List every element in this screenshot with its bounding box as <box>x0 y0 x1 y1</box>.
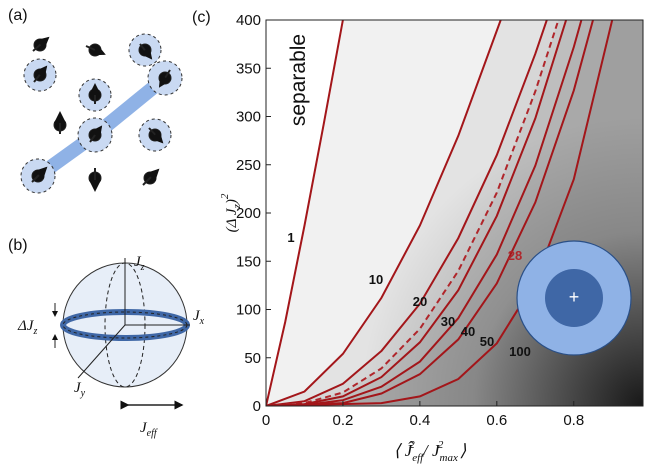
curve <box>266 20 594 406</box>
label-sub: eff <box>412 452 425 464</box>
y-tick-label: 150 <box>236 253 261 270</box>
axis-label: ΔJz <box>17 318 37 337</box>
x-tick-label: 0.4 <box>409 412 430 429</box>
curve <box>266 20 560 406</box>
label-sup: 2 <box>409 439 415 451</box>
label-text: J <box>74 380 82 396</box>
axis-label: Jy <box>74 380 86 399</box>
label-text: ⟩ <box>455 441 466 460</box>
label-text: ⟨ <box>394 441 405 460</box>
label-sub: y <box>80 388 86 399</box>
label-sub: x <box>199 316 205 327</box>
label-text: Ĵ <box>405 441 414 460</box>
x-tick-label: 0 <box>262 412 270 429</box>
panel-label: (a) <box>8 7 28 24</box>
x-tick-label: 0.8 <box>563 412 584 429</box>
annotation: separable <box>287 34 310 126</box>
y-tick-label: 0 <box>253 398 261 415</box>
label-sup: 2 <box>219 193 231 199</box>
curve-label: 50 <box>480 334 494 349</box>
curve-label: 20 <box>413 294 427 309</box>
y-tick-label: 300 <box>236 109 261 126</box>
label-text: (Δ <box>224 215 240 232</box>
axis-label: Jeff <box>140 420 158 439</box>
curve <box>266 20 344 406</box>
y-tick-label: 50 <box>244 350 261 367</box>
x-tick-label: 0.6 <box>486 412 507 429</box>
curve <box>266 20 548 406</box>
label-text: J <box>224 207 240 215</box>
label-sub: z <box>32 326 37 337</box>
curve-label: 100 <box>509 344 531 359</box>
label-sub: max <box>440 452 458 464</box>
label-text: ) <box>224 199 240 205</box>
curve-label: 10 <box>369 272 383 287</box>
label-text: J <box>140 420 148 436</box>
label-sub: z <box>140 262 145 273</box>
axis-label: Jz <box>134 254 145 273</box>
y-tick-label: 100 <box>236 302 261 319</box>
curve <box>266 20 502 406</box>
curve-label: 1 <box>287 230 294 245</box>
panel-label: (c) <box>192 9 211 26</box>
label-sup: 2 <box>438 439 444 451</box>
panel-label: (b) <box>8 237 28 254</box>
y-tick-label: 250 <box>236 157 261 174</box>
curve-label: 28 <box>508 248 522 263</box>
curve-label: 40 <box>461 324 475 339</box>
x-tick-label: 0.2 <box>333 412 354 429</box>
marker-label: + <box>569 287 580 307</box>
curve-label: 30 <box>441 314 455 329</box>
axis-label: Jx <box>193 308 205 327</box>
curve <box>266 20 583 406</box>
label-text: J <box>134 254 142 270</box>
state-marker <box>516 240 632 356</box>
label-text: J <box>193 308 201 324</box>
y-tick-label: 200 <box>236 205 261 222</box>
y-tick-label: 350 <box>236 60 261 77</box>
spin-lattice <box>20 33 183 194</box>
label-text: ΔJ <box>17 318 35 334</box>
label-text: / J <box>419 441 441 460</box>
curve <box>266 20 614 406</box>
label-sub: eff <box>147 428 158 439</box>
label-sub: z <box>231 203 243 209</box>
curve <box>266 20 568 406</box>
y-tick-label: 400 <box>236 12 261 29</box>
curve-layer <box>266 20 614 406</box>
x-axis-label: ⟨ Ĵeff2 / Jmax2 ⟩ <box>394 439 467 464</box>
y-axis-label: (Δ Jz)2 <box>219 193 243 232</box>
bloch-sphere <box>52 258 190 410</box>
